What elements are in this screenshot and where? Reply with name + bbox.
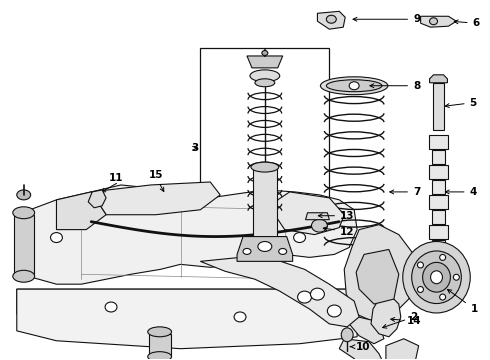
Ellipse shape (422, 262, 450, 292)
Text: 1: 1 (447, 289, 478, 314)
Ellipse shape (320, 77, 388, 95)
Ellipse shape (349, 82, 359, 90)
Text: 12: 12 (323, 226, 354, 237)
Polygon shape (275, 192, 344, 235)
Ellipse shape (417, 287, 423, 292)
Ellipse shape (17, 190, 31, 200)
Text: 4: 4 (445, 187, 477, 197)
Bar (433, 83, 444, 130)
Ellipse shape (412, 251, 461, 303)
Ellipse shape (430, 18, 438, 25)
Ellipse shape (403, 242, 470, 313)
Polygon shape (349, 316, 384, 344)
Ellipse shape (326, 80, 382, 92)
Polygon shape (88, 190, 106, 208)
Polygon shape (17, 289, 357, 349)
Ellipse shape (13, 207, 35, 219)
Text: 8: 8 (370, 81, 420, 91)
Ellipse shape (234, 312, 246, 322)
Ellipse shape (250, 70, 280, 82)
Bar (432, 150, 445, 164)
Ellipse shape (13, 270, 35, 282)
Ellipse shape (453, 274, 459, 280)
Polygon shape (339, 339, 386, 360)
Bar (432, 210, 445, 224)
Ellipse shape (341, 328, 353, 342)
Bar (429, 165, 448, 179)
Polygon shape (371, 294, 401, 337)
Ellipse shape (148, 352, 171, 360)
Text: 10: 10 (350, 342, 370, 352)
Text: 9: 9 (353, 14, 420, 24)
Ellipse shape (440, 294, 445, 300)
Bar (432, 180, 445, 194)
Text: 2: 2 (383, 312, 417, 328)
Polygon shape (17, 185, 357, 284)
Bar (200, 48, 329, 255)
Bar (429, 195, 448, 209)
Bar (253, 167, 277, 237)
Ellipse shape (251, 162, 279, 172)
Ellipse shape (440, 255, 445, 260)
Polygon shape (200, 257, 359, 327)
Text: 5: 5 (445, 98, 477, 108)
Ellipse shape (312, 219, 327, 232)
Bar (149, 334, 171, 356)
Ellipse shape (326, 15, 336, 23)
Ellipse shape (431, 271, 442, 284)
Polygon shape (356, 249, 399, 304)
Text: 15: 15 (148, 170, 163, 180)
Polygon shape (237, 237, 293, 261)
Ellipse shape (243, 248, 251, 255)
Bar (432, 239, 445, 253)
Ellipse shape (255, 79, 275, 87)
Polygon shape (386, 339, 418, 360)
Bar (14, 215, 34, 274)
Ellipse shape (417, 262, 423, 268)
Bar (429, 135, 448, 149)
Ellipse shape (294, 233, 306, 243)
Ellipse shape (148, 327, 171, 337)
Polygon shape (420, 16, 456, 27)
Bar (429, 225, 448, 239)
Polygon shape (430, 75, 447, 83)
Text: 11: 11 (109, 173, 123, 183)
Ellipse shape (279, 248, 287, 255)
Text: 14: 14 (391, 316, 421, 326)
Polygon shape (91, 182, 220, 215)
Polygon shape (17, 289, 357, 344)
Text: 6: 6 (454, 18, 480, 28)
Polygon shape (318, 11, 345, 29)
Ellipse shape (262, 50, 268, 55)
Polygon shape (306, 213, 329, 220)
Ellipse shape (258, 242, 272, 251)
Text: 13: 13 (318, 211, 354, 221)
Text: 3: 3 (192, 143, 199, 153)
Text: 7: 7 (390, 187, 420, 197)
Polygon shape (344, 225, 416, 322)
Polygon shape (56, 192, 106, 230)
Ellipse shape (297, 291, 312, 303)
Ellipse shape (327, 305, 341, 317)
Ellipse shape (105, 302, 117, 312)
Polygon shape (247, 56, 283, 68)
Ellipse shape (50, 233, 62, 243)
Ellipse shape (311, 288, 324, 300)
